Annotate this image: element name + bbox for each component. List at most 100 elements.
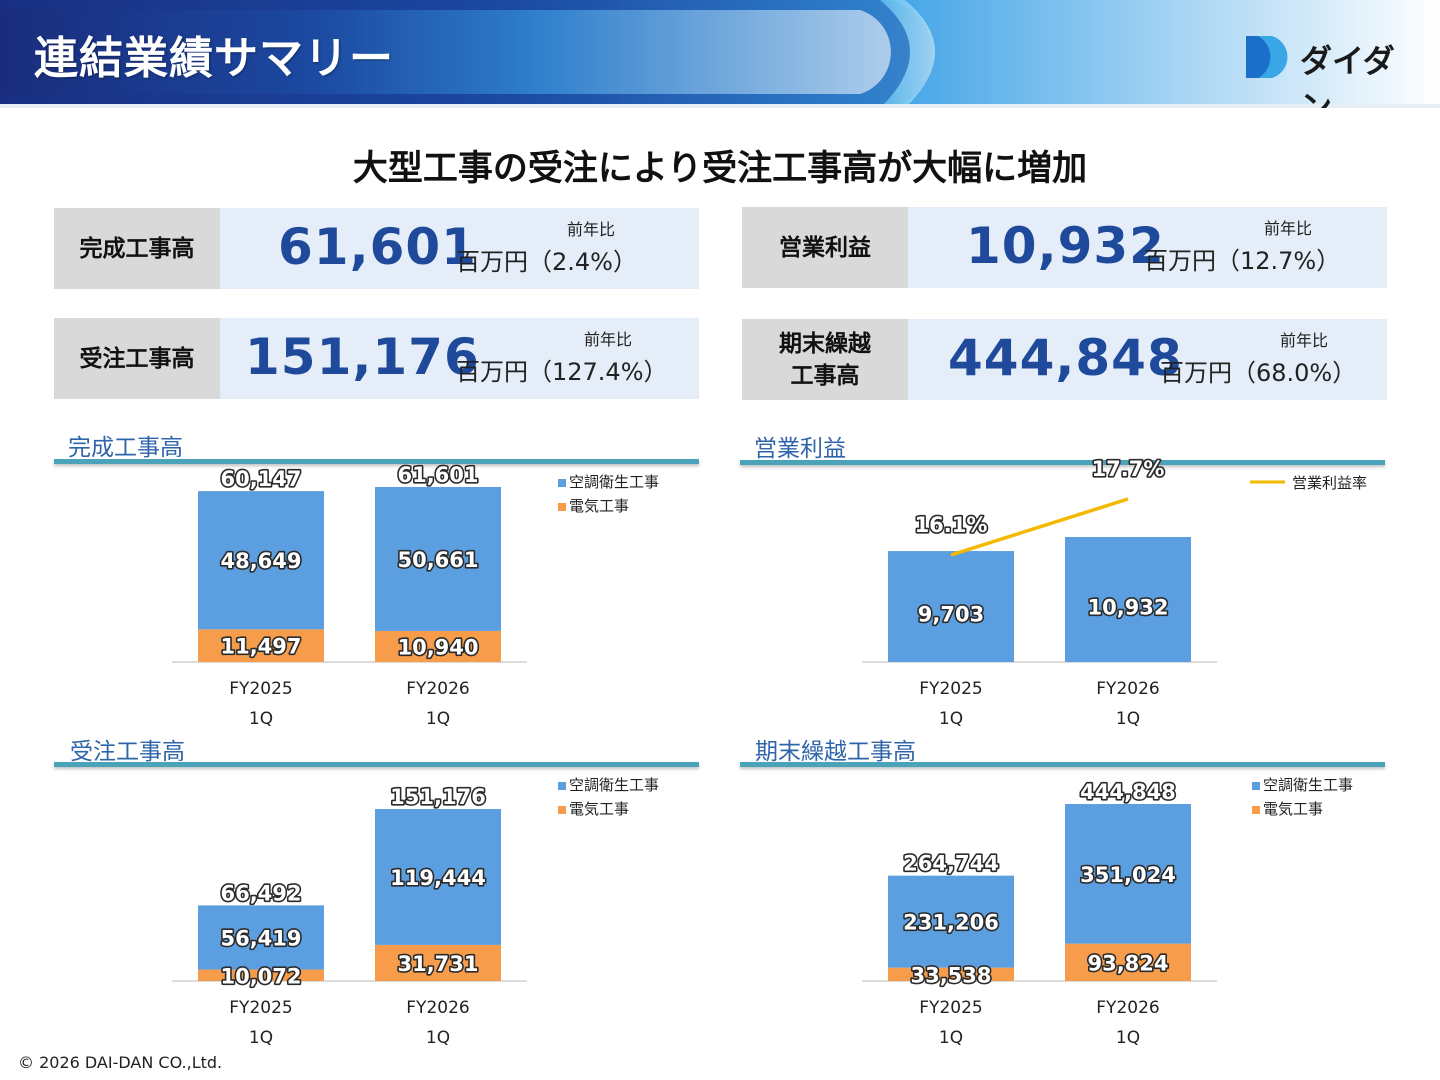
data-label-electric: 33,538 [910,963,991,987]
legend-label: 電気工事 [569,497,629,515]
data-label-electric: 11,497 [220,635,301,659]
data-label-total: 60,147 [220,467,301,491]
data-label-profit: 9,703 [918,603,984,627]
margin-line [950,497,1129,557]
x-tick-label: 1Q [1116,709,1140,729]
data-label-aircon: 50,661 [397,548,478,572]
data-label-aircon: 56,419 [220,926,301,950]
section-title-completed: 完成工事高 [68,435,183,461]
headline: 大型工事の受注により受注工事高が大幅に増加 [352,149,1088,189]
section-title-backlog: 期末繰越工事高 [755,739,916,765]
kpi-caption: 前年比 [567,220,616,239]
kpi-label-line1: 期末繰越 [779,330,871,357]
section-divider [740,460,1385,465]
logo-text: ダイダン [1300,42,1395,108]
kpi-unit: 百万円（12.7%） [1144,247,1341,275]
kpi-body: 444,848 百万円（68.0%） 前年比 [908,319,1387,400]
data-label-margin: 17.7% [1092,457,1165,481]
kpi-completed-construction: 完成工事高 61,601 百万円（2.4%） 前年比 [54,208,699,289]
data-label-aircon: 351,024 [1080,863,1176,887]
data-label-aircon: 119,444 [390,866,486,890]
data-label-total: 264,744 [903,852,999,876]
x-tick-label: FY2025 [229,679,292,699]
kpi-body: 61,601 百万円（2.4%） 前年比 [220,208,699,289]
logo-mark-icon [1246,36,1288,78]
bar-aircon [375,809,501,945]
kpi-value: 10,932 [966,217,1165,275]
kpi-label: 営業利益 [742,207,908,288]
kpi-value: 61,601 [278,218,477,276]
bar-operating-profit [888,551,1014,662]
legend-swatch [558,479,566,487]
bar-electric [1065,943,1191,981]
kpi-value: 151,176 [245,328,480,386]
data-label-margin: 16.1% [915,513,988,537]
x-tick-label: FY2025 [919,998,982,1018]
bar-aircon [198,905,324,970]
legend-label: 営業利益率 [1292,474,1367,492]
section-divider [54,459,699,464]
kpi-caption: 前年比 [584,330,633,349]
data-label-total: 151,176 [390,785,486,809]
data-label-electric: 10,072 [220,964,301,988]
kpi-body: 151,176 百万円（127.4%） 前年比 [220,318,699,399]
header-background [0,0,1440,108]
legend-label: 電気工事 [1263,800,1323,818]
kpi-unit: 百万円（127.4%） [456,358,668,386]
x-tick-label: FY2026 [1096,998,1159,1018]
x-tick-label: FY2025 [919,679,982,699]
data-label-electric: 93,824 [1087,951,1168,975]
copyright-footer: © 2026 DAI-DAN CO.,Ltd. [18,1053,223,1072]
legend-label: 空調衛生工事 [569,473,659,491]
data-label-profit: 10,932 [1087,596,1168,620]
kpi-orders-received: 受注工事高 151,176 百万円（127.4%） 前年比 [54,318,699,399]
kpi-unit: 百万円（2.4%） [456,248,637,276]
kpi-backlog: 期末繰越 工事高 444,848 百万円（68.0%） 前年比 [742,319,1387,400]
data-label-electric: 31,731 [397,952,478,976]
bar-electric [198,969,324,981]
x-tick-label: FY2025 [229,998,292,1018]
x-tick-label: 1Q [426,709,450,729]
x-tick-label: 1Q [426,1028,450,1048]
x-tick-label: FY2026 [1096,679,1159,699]
kpi-label: 受注工事高 [54,318,220,399]
x-tick-label: 1Q [1116,1028,1140,1048]
kpi-value: 444,848 [948,329,1183,387]
data-label-aircon: 48,649 [220,549,301,573]
section-divider [54,762,699,767]
kpi-label-line2: 工事高 [790,362,860,389]
page-title: 連結業績サマリー [34,33,394,84]
company-logo: ダイダン [1244,32,1414,108]
data-label-electric: 10,940 [397,635,478,659]
bar-electric [198,629,324,662]
kpi-unit: 百万円（68.0%） [1160,359,1357,387]
kpi-operating-profit: 営業利益 10,932 百万円（12.7%） 前年比 [742,207,1387,288]
legend-swatch [1252,782,1260,790]
bar-aircon [888,875,1014,968]
x-tick-label: 1Q [939,709,963,729]
bar-electric [375,630,501,662]
x-tick-label: 1Q [249,709,273,729]
data-label-total: 61,601 [397,463,478,487]
x-tick-label: 1Q [939,1028,963,1048]
data-label-total: 66,492 [220,881,301,905]
bar-aircon [375,487,501,631]
legend-label: 電気工事 [569,800,629,818]
bar-aircon [1065,804,1191,944]
kpi-label: 期末繰越 工事高 [742,319,908,400]
legend-swatch [558,806,566,814]
legend-swatch [558,503,566,511]
section-title-profit: 営業利益 [754,436,846,462]
kpi-body: 10,932 百万円（12.7%） 前年比 [908,207,1387,288]
legend-swatch [1252,806,1260,814]
bar-electric [375,944,501,981]
kpi-caption: 前年比 [1264,219,1313,238]
kpi-label: 完成工事高 [54,208,220,289]
x-tick-label: FY2026 [406,679,469,699]
x-tick-label: 1Q [249,1028,273,1048]
data-label-total: 444,848 [1080,780,1176,804]
header-banner: 連結業績サマリー ダイダン [0,0,1440,108]
bar-operating-profit [1065,537,1191,662]
section-divider [740,762,1385,767]
